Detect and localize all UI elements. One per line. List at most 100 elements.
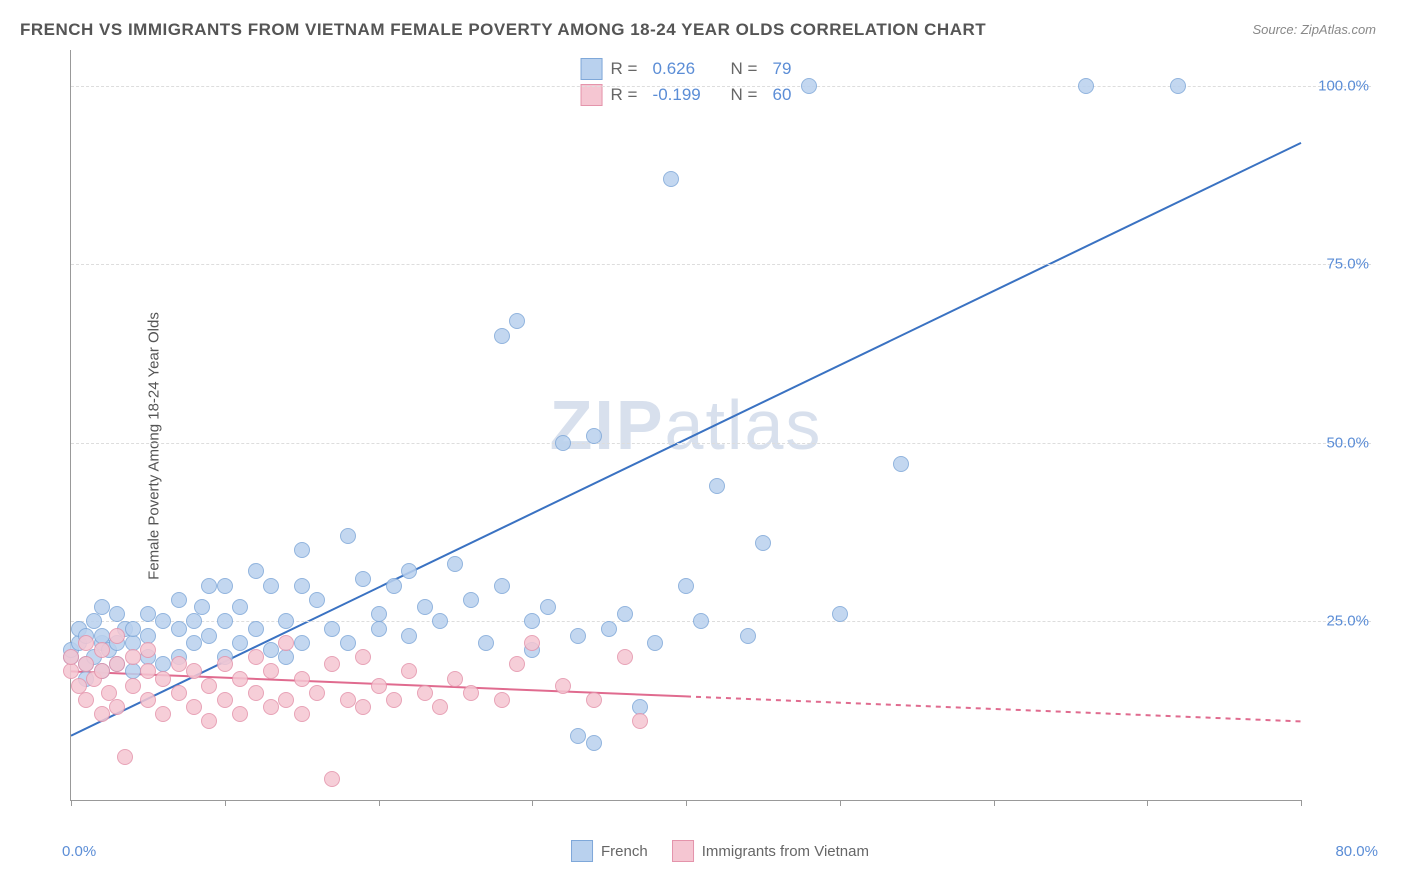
data-point xyxy=(248,621,264,637)
data-point xyxy=(494,692,510,708)
data-point xyxy=(217,656,233,672)
x-axis-min-label: 0.0% xyxy=(62,843,96,860)
x-tick xyxy=(686,800,687,806)
n-value: 79 xyxy=(773,59,792,79)
data-point xyxy=(478,635,494,651)
data-point xyxy=(232,635,248,651)
chart-title: FRENCH VS IMMIGRANTS FROM VIETNAM FEMALE… xyxy=(20,20,986,40)
x-tick xyxy=(1301,800,1302,806)
data-point xyxy=(248,685,264,701)
data-point xyxy=(186,635,202,651)
chart-container: ZIPatlas R =0.626N =79R =-0.199N =60 25.… xyxy=(70,50,1370,830)
data-point xyxy=(417,685,433,701)
data-point xyxy=(555,435,571,451)
data-point xyxy=(1170,78,1186,94)
data-point xyxy=(109,699,125,715)
data-point xyxy=(663,171,679,187)
data-point xyxy=(63,649,79,665)
data-point xyxy=(171,656,187,672)
data-point xyxy=(340,635,356,651)
data-point xyxy=(555,678,571,694)
legend-swatch xyxy=(581,58,603,80)
data-point xyxy=(140,692,156,708)
x-tick xyxy=(994,800,995,806)
legend-item: French xyxy=(571,840,648,862)
watermark: ZIPatlas xyxy=(550,385,823,465)
data-point xyxy=(432,699,448,715)
data-point xyxy=(355,649,371,665)
data-point xyxy=(201,713,217,729)
data-point xyxy=(309,685,325,701)
data-point xyxy=(263,663,279,679)
y-tick-label: 50.0% xyxy=(1326,434,1369,451)
data-point xyxy=(201,578,217,594)
data-point xyxy=(155,613,171,629)
data-point xyxy=(171,621,187,637)
data-point xyxy=(171,685,187,701)
data-point xyxy=(693,613,709,629)
series-legend: FrenchImmigrants from Vietnam xyxy=(571,840,869,862)
x-tick xyxy=(379,800,380,806)
legend-swatch xyxy=(581,84,603,106)
data-point xyxy=(278,649,294,665)
data-point xyxy=(117,749,133,765)
data-point xyxy=(340,528,356,544)
data-point xyxy=(248,649,264,665)
data-point xyxy=(432,613,448,629)
data-point xyxy=(201,678,217,694)
data-point xyxy=(248,563,264,579)
data-point xyxy=(524,613,540,629)
data-point xyxy=(401,563,417,579)
data-point xyxy=(294,578,310,594)
plot-area: ZIPatlas R =0.626N =79R =-0.199N =60 25.… xyxy=(70,50,1301,801)
data-point xyxy=(125,649,141,665)
data-point xyxy=(463,592,479,608)
data-point xyxy=(217,692,233,708)
data-point xyxy=(324,656,340,672)
data-point xyxy=(1078,78,1094,94)
data-point xyxy=(401,628,417,644)
data-point xyxy=(386,578,402,594)
data-point xyxy=(125,621,141,637)
data-point xyxy=(278,635,294,651)
data-point xyxy=(740,628,756,644)
data-point xyxy=(324,771,340,787)
data-point xyxy=(201,628,217,644)
data-point xyxy=(78,692,94,708)
data-point xyxy=(893,456,909,472)
data-point xyxy=(386,692,402,708)
data-point xyxy=(801,78,817,94)
data-point xyxy=(125,678,141,694)
data-point xyxy=(109,628,125,644)
legend-label: French xyxy=(601,843,648,860)
data-point xyxy=(171,592,187,608)
data-point xyxy=(140,663,156,679)
data-point xyxy=(309,592,325,608)
data-point xyxy=(524,635,540,651)
data-point xyxy=(509,656,525,672)
data-point xyxy=(186,663,202,679)
y-tick-label: 75.0% xyxy=(1326,256,1369,273)
data-point xyxy=(678,578,694,594)
x-tick xyxy=(225,800,226,806)
data-point xyxy=(294,635,310,651)
data-point xyxy=(263,699,279,715)
data-point xyxy=(232,706,248,722)
data-point xyxy=(94,663,110,679)
data-point xyxy=(494,328,510,344)
data-point xyxy=(294,671,310,687)
data-point xyxy=(570,728,586,744)
data-point xyxy=(232,599,248,615)
data-point xyxy=(586,735,602,751)
correlation-legend: R =0.626N =79R =-0.199N =60 xyxy=(581,58,792,106)
x-tick xyxy=(1147,800,1148,806)
data-point xyxy=(494,578,510,594)
data-point xyxy=(647,635,663,651)
data-point xyxy=(78,635,94,651)
data-point xyxy=(94,599,110,615)
data-point xyxy=(217,613,233,629)
data-point xyxy=(278,613,294,629)
correlation-legend-row: R =0.626N =79 xyxy=(581,58,792,80)
watermark-zip: ZIP xyxy=(550,386,665,464)
y-tick-label: 25.0% xyxy=(1326,613,1369,630)
